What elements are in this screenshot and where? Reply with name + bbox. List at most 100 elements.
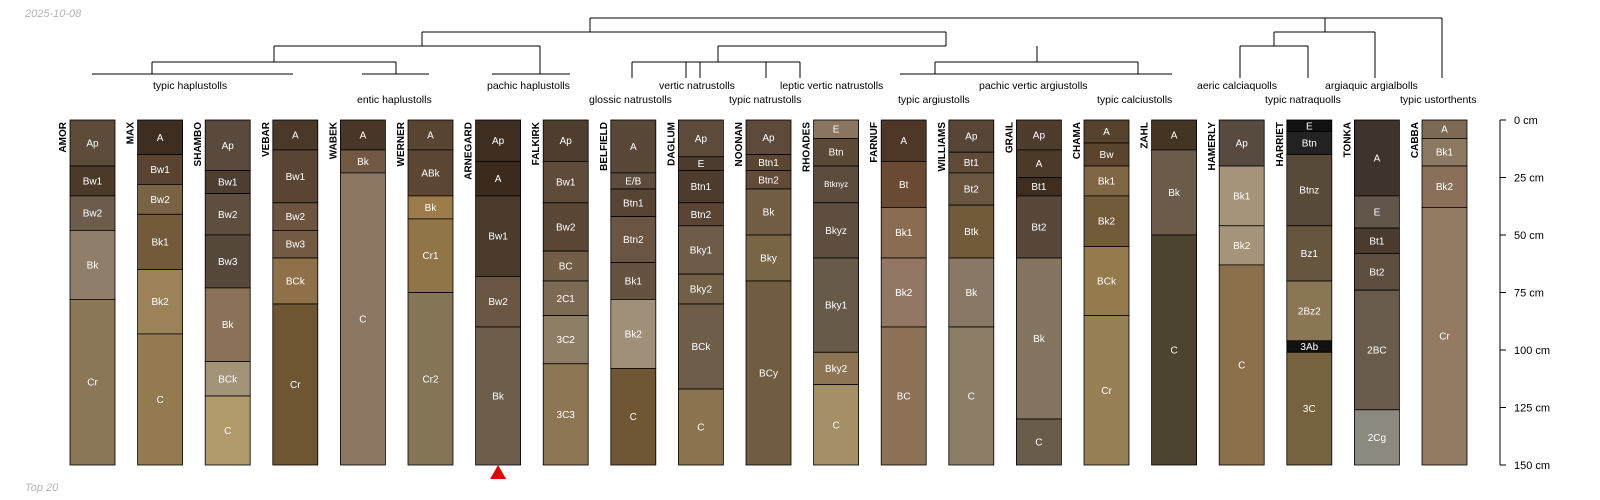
horizon-label: Ap [1236, 139, 1249, 150]
horizon-label: Bt1 [1369, 236, 1384, 247]
horizon-shambo-ap [204, 119, 251, 171]
axis-tick-label: 125 cm [1514, 403, 1550, 415]
horizon-label: Cr [1439, 332, 1450, 343]
profile-name-williams: WILLIAMS [937, 122, 948, 172]
horizon-rhoades-c [813, 384, 859, 466]
horizon-label: Bw1 [218, 178, 238, 189]
horizon-label: Ap [492, 136, 505, 147]
horizon-label: Bt2 [964, 185, 979, 196]
horizon-label: C [1170, 346, 1177, 357]
horizon-amor-bw1 [69, 165, 116, 197]
horizon-label: Cr [1101, 386, 1112, 397]
horizon-farnuf-a [880, 119, 927, 162]
horizon-label: C [968, 392, 975, 403]
horizon-label: Ap [762, 133, 775, 144]
horizon-noonan-ap [745, 119, 792, 155]
taxon-label-vertic-natrustolls: vertic natrustolls [659, 80, 735, 92]
profile-name-daglum: DAGLUM [666, 122, 677, 166]
profile-hamerly: Ap Bk1 Bk2 C HAMERLY [1207, 119, 1265, 466]
axis-tick-label: 150 cm [1514, 460, 1550, 472]
horizon-label: Bz1 [1301, 249, 1319, 260]
profile-wabek: A Bk C WABEK [328, 119, 386, 466]
horizon-shambo-bck [204, 361, 251, 397]
horizon-label: Bt1 [964, 158, 979, 169]
horizon-harriet-btnz [1286, 154, 1333, 227]
horizon-label: Bk1 [151, 237, 169, 248]
horizon-chama-bck [1083, 246, 1130, 316]
horizon-label: Cr [290, 380, 301, 391]
taxon-label-typic-ustorthents: typic ustorthents [1400, 94, 1476, 106]
horizon-label: Bky1 [825, 301, 848, 312]
horizon-label: Bw1 [556, 178, 576, 189]
horizon-label: Bk [425, 203, 438, 214]
horizon-max-bw1 [137, 154, 184, 185]
horizon-label: C [630, 412, 637, 423]
horizon-label: Ap [86, 139, 99, 150]
horizon-label: 2Cg [1368, 433, 1386, 444]
horizon-label: Bk [492, 392, 505, 403]
profile-chama: A Bw Bk1 Bk2 BCk Cr CHAMA [1072, 119, 1130, 466]
horizon-falkirk-2c1 [542, 280, 589, 316]
marker [490, 465, 507, 479]
horizon-belfield-bk2 [610, 298, 657, 369]
horizon-label: Bt [899, 180, 909, 191]
horizon-label: A [495, 174, 502, 185]
horizon-label: A [1036, 159, 1043, 170]
horizon-label: Bw1 [150, 165, 170, 176]
horizon-label: 3C [1303, 404, 1316, 415]
horizon-amor-bk [69, 229, 116, 300]
horizon-label: BCk [691, 342, 711, 353]
profile-noonan: Ap Btn1 Btn2 Bk Bky BCy NOONAN [734, 119, 792, 466]
horizon-arnegard-ap [475, 119, 522, 162]
horizon-label: C [697, 423, 704, 434]
horizon-cabba-cr [1421, 206, 1468, 466]
horizon-label: Bk1 [1098, 176, 1116, 187]
taxon-label-pachic-haplustolls: pachic haplustolls [487, 80, 570, 92]
horizon-label: Cr2 [422, 374, 439, 385]
horizon-hamerly-bk2 [1218, 225, 1265, 266]
profile-farnuf: A Bt Bk1 Bk2 BC FARNUF [869, 119, 927, 466]
horizon-farnuf-bt [880, 160, 927, 208]
horizon-label: Bkyz [825, 226, 847, 237]
horizon-label: Ap [1033, 130, 1046, 141]
horizon-label: Cr [87, 378, 98, 389]
horizon-tonka-e [1354, 195, 1400, 229]
taxon-labels: typic haplustolls entic haplustolls pachic… [153, 80, 1476, 106]
profile-max: A Bw1 Bw2 Bk1 Bk2 C MAX [126, 119, 184, 466]
profile-williams: Ap Bt1 Bt2 Btk Bk C WILLIAMS [937, 119, 995, 466]
horizon-label: E/B [625, 176, 641, 187]
horizon-label: Btknyz [824, 180, 848, 189]
horizon-label: 2C1 [557, 294, 576, 305]
horizon-label: Bk1 [1233, 191, 1251, 202]
horizon-label: Bw2 [150, 195, 170, 206]
horizon-label: Bw2 [218, 210, 238, 221]
horizon-label: Bt2 [1031, 222, 1046, 233]
profile-name-hamerly: HAMERLY [1207, 122, 1218, 171]
horizon-label: Bw2 [286, 212, 306, 223]
horizon-falkirk-ap [542, 119, 589, 162]
taxon-label-leptic-vertic-natrustolls: leptic vertic natrustolls [780, 80, 883, 92]
profile-amor: Ap Bw1 Bw2 Bk Cr AMOR [58, 119, 116, 466]
horizon-label: Btn1 [758, 158, 779, 169]
horizon-rhoades-btknyz [813, 165, 859, 204]
horizon-label: A [360, 130, 367, 141]
profile-name-noonan: NOONAN [734, 122, 745, 166]
horizon-label: Bk2 [1436, 182, 1454, 193]
horizon-vebar-bw3 [272, 229, 319, 259]
profile-name-zahl: ZAHL [1140, 122, 1151, 149]
horizon-rhoades-bky2 [813, 351, 859, 385]
horizon-label: E [1374, 208, 1381, 219]
horizon-label: BCk [1097, 277, 1117, 288]
horizon-amor-ap [69, 119, 116, 167]
horizon-label: A [157, 133, 164, 144]
horizon-werner-a [407, 119, 454, 151]
horizon-label: A [1441, 125, 1448, 136]
horizon-daglum-bky2 [678, 273, 724, 305]
horizon-harriet-3c [1286, 351, 1333, 466]
horizon-label: Btn [829, 148, 844, 159]
selection-marker-triangle [490, 465, 507, 479]
horizon-label: Bw2 [556, 222, 576, 233]
horizon-belfield-c [610, 367, 657, 466]
taxon-label-typic-calciustolls: typic calciustolls [1097, 94, 1172, 106]
horizon-belfield-a [610, 119, 657, 174]
